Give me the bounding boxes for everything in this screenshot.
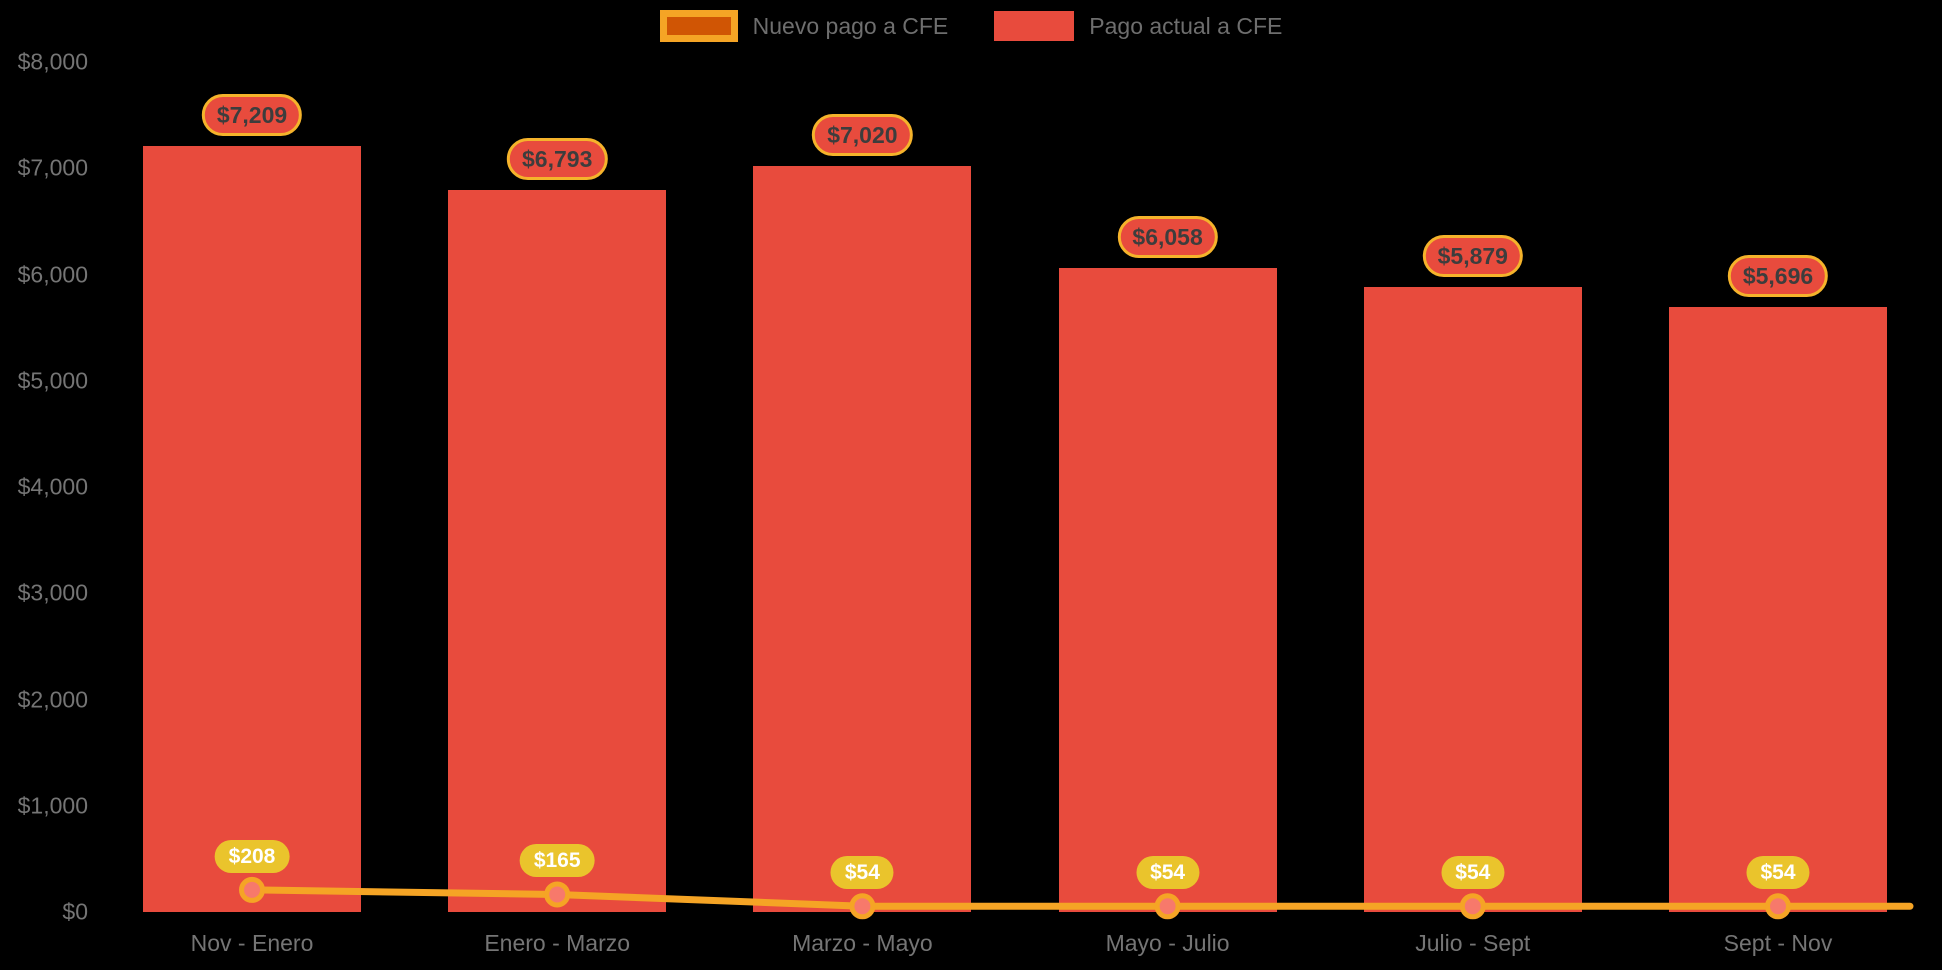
y-axis-tick-label: $4,000	[17, 473, 88, 500]
legend-label-pago-actual: Pago actual a CFE	[1089, 12, 1283, 39]
y-axis-tick-label: $2,000	[17, 686, 88, 712]
bar-value-label: $6,793	[507, 138, 608, 181]
x-axis-label: Nov - Enero	[190, 930, 314, 956]
bar-value-label: $7,020	[812, 114, 913, 157]
bar-value-label: $5,879	[1422, 235, 1523, 278]
line-value-label: $54	[1746, 856, 1810, 890]
line-point-marker[interactable]	[1154, 893, 1181, 920]
legend-item-pago-actual[interactable]: Pago actual a CFE	[994, 11, 1282, 41]
y-axis-tick-label: $5,000	[17, 367, 88, 394]
line-value-label: $54	[1441, 856, 1505, 890]
x-axis-label: Julio - Sept	[1415, 930, 1531, 956]
y-axis-tick-label: $8,000	[17, 48, 88, 75]
bar-value-label: $5,696	[1727, 254, 1829, 297]
bar-value-label: $6,058	[1117, 216, 1218, 259]
line-value-label: $165	[519, 844, 595, 878]
x-axis-label: Mayo - Julio	[1105, 930, 1230, 956]
bar-pago-actual[interactable]	[448, 190, 667, 912]
line-value-label: $54	[830, 856, 894, 890]
line-point-marker[interactable]	[1459, 893, 1486, 920]
line-nuevo-pago	[248, 886, 1914, 910]
line-point-marker[interactable]	[544, 881, 571, 908]
bar-pago-actual[interactable]	[753, 166, 972, 912]
x-axis-label: Sept - Nov	[1723, 930, 1833, 956]
legend-swatch-line-icon	[659, 10, 738, 42]
legend-swatch-bar-icon	[994, 11, 1075, 41]
legend-item-nuevo-pago[interactable]: Nuevo pago a CFE	[659, 10, 949, 42]
bar-value-label: $7,209	[201, 94, 303, 137]
y-axis-tick-label: $3,000	[17, 579, 88, 606]
bar-pago-actual[interactable]	[1363, 287, 1582, 912]
line-point-marker[interactable]	[239, 876, 265, 903]
legend-label-nuevo-pago: Nuevo pago a CFE	[752, 12, 949, 39]
y-axis-tick-label: $0	[62, 898, 88, 925]
chart-legend: Nuevo pago a CFE Pago actual a CFE	[0, 10, 1942, 42]
y-axis-tick-label: $7,000	[17, 154, 88, 181]
line-point-marker[interactable]	[849, 893, 876, 920]
x-axis-label: Enero - Marzo	[484, 930, 631, 956]
bar-pago-actual[interactable]	[143, 146, 361, 912]
y-axis-tick-label: $6,000	[17, 261, 88, 287]
x-axis-label: Marzo - Mayo	[792, 930, 933, 956]
line-point-marker[interactable]	[1765, 893, 1791, 920]
bar-pago-actual[interactable]	[1669, 306, 1887, 912]
line-value-label: $208	[214, 839, 290, 873]
bar-pago-actual[interactable]	[1058, 268, 1277, 912]
line-value-label: $54	[1136, 856, 1200, 890]
y-axis-tick-label: $1,000	[17, 792, 88, 819]
